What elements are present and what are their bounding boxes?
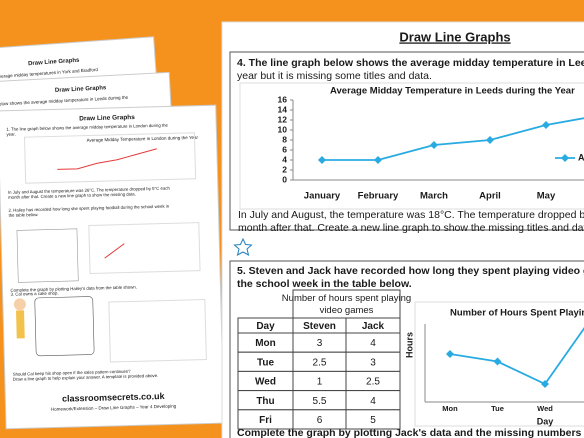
question-text: month after that. Create a new line grap… xyxy=(238,222,584,234)
sheet-text: In July and August the temperature was 2… xyxy=(8,186,171,195)
table-cell-text: 1 xyxy=(317,377,323,388)
sheet-text: 3. Cal owns a cake shop. xyxy=(11,290,59,296)
table-cell-text: 4 xyxy=(370,338,376,349)
sheet-text: below shows the average midday temperatu… xyxy=(0,95,129,107)
mini-table xyxy=(16,228,79,283)
chart-title: Average Midday Temperature in Leeds duri… xyxy=(330,86,575,97)
speech-box xyxy=(34,296,95,357)
mini-chart-title: Average Midday Temperature in London dur… xyxy=(87,135,199,143)
x-tick-label: January xyxy=(304,191,341,202)
chart-frame xyxy=(239,82,584,210)
y-tick-label: 4 xyxy=(282,154,287,164)
table-cell-text: Fri xyxy=(259,415,272,426)
chart-title: Number of Hours Spent Playing Video Game… xyxy=(450,308,584,319)
data-point xyxy=(318,156,326,164)
table-cell xyxy=(345,409,401,430)
question-text: Complete the graph by plotting Jack's da… xyxy=(237,427,584,438)
y-tick-label: 6 xyxy=(282,144,287,154)
data-point xyxy=(541,380,549,388)
sheet-text: Should Cal keep his shop open if the sal… xyxy=(13,369,131,377)
y-tick-label: 8 xyxy=(282,134,287,144)
data-point xyxy=(486,136,494,144)
y-tick-label: 2 xyxy=(282,164,287,174)
question-text: 5. Steven and Jack have recorded how lon… xyxy=(237,265,584,277)
question-box xyxy=(229,260,584,438)
data-line xyxy=(322,117,584,161)
mini-chart-frame xyxy=(108,299,207,363)
mini-chart-frame xyxy=(88,222,201,275)
table-header: Jack xyxy=(362,321,385,332)
table-cell-text: 4 xyxy=(370,396,376,407)
sheet-title: Draw Line Graphs xyxy=(79,114,135,122)
sheet-text: month after that. Create a new line grap… xyxy=(8,191,136,199)
x-axis-label: Day xyxy=(537,416,554,426)
question-text: In July and August, the temperature was … xyxy=(238,209,584,221)
table-cell-text: 2.5 xyxy=(366,377,380,388)
table-cell-text: 3 xyxy=(317,338,323,349)
table-cell-text: 5 xyxy=(370,415,376,426)
y-tick-label: 12 xyxy=(278,114,288,124)
data-point xyxy=(430,141,438,149)
sheet-text: Draw a line graph to help explain your a… xyxy=(13,373,159,382)
sheet-text: year. xyxy=(6,132,15,137)
sheet-text: the table below. xyxy=(8,212,38,218)
table-cell-text: 5.5 xyxy=(313,396,327,407)
character xyxy=(16,310,25,339)
y-tick-label: 16 xyxy=(278,94,288,104)
star-icon xyxy=(233,237,253,256)
y-tick-label: 10 xyxy=(278,124,288,134)
sheet-title: Draw Line Graphs xyxy=(55,85,107,94)
data-point xyxy=(542,121,550,129)
mini-line xyxy=(57,148,157,170)
question-box xyxy=(229,51,584,231)
sheet-title: Draw Line Graphs xyxy=(28,58,80,68)
x-tick-label: May xyxy=(537,191,556,202)
table-cell-text: Mon xyxy=(255,338,276,349)
x-tick-label: Tue xyxy=(491,404,504,413)
worksheet-title: Draw Line Graphs xyxy=(399,29,510,44)
y-tick-label: 14 xyxy=(278,104,288,114)
mini-line xyxy=(104,243,125,259)
table-cell-text: 3 xyxy=(370,357,376,368)
data-point xyxy=(446,350,454,358)
x-tick-label: March xyxy=(420,191,448,202)
table-cell-text: 2.5 xyxy=(313,357,327,368)
table-cell-text: Thu xyxy=(256,396,274,407)
sheet-text: Complete the graph by plotting Hailey's … xyxy=(10,284,137,292)
table-cell-text: Wed xyxy=(255,377,276,388)
x-tick-label: April xyxy=(479,191,501,202)
y-tick-label: 0 xyxy=(282,174,287,184)
x-tick-label: Mon xyxy=(442,404,458,413)
data-line xyxy=(449,327,584,386)
sheet-front: Draw Line Graphs Average Midday Temperat… xyxy=(0,104,225,430)
sheet-text: 2. Hailey has recorded how long she spen… xyxy=(8,204,169,213)
question-text: 4. The line graph below shows the averag… xyxy=(237,57,584,69)
data-point xyxy=(374,156,382,164)
data-point xyxy=(493,357,502,366)
legend-label: Average Temperature xyxy=(578,152,584,162)
table-header-cell xyxy=(292,289,401,319)
table-header: Day xyxy=(256,321,275,332)
legend-marker xyxy=(561,154,569,162)
question-text: the school week in the table below. xyxy=(237,278,412,290)
sheet-text: 1. The line graph below shows the averag… xyxy=(6,123,168,132)
footer: classroomsecrets.co.uk xyxy=(62,391,166,404)
chart-frame xyxy=(414,301,584,427)
sheet xyxy=(0,104,225,430)
question-text: year but it is missing some titles and d… xyxy=(237,70,432,82)
mini-chart-frame xyxy=(23,132,197,184)
x-tick-label: February xyxy=(358,191,399,202)
subfooter: Homework/Extension – Draw Line Graphs – … xyxy=(51,403,177,411)
x-tick-label: Wed xyxy=(537,404,553,413)
table-cell-text: 6 xyxy=(317,415,323,426)
table-cell-text: Tue xyxy=(257,357,274,368)
table-group-header: Number of hours spent playing video games xyxy=(282,293,411,316)
table-header: Steven xyxy=(303,321,336,332)
y-axis-label: Hours xyxy=(404,332,414,358)
character-head xyxy=(13,298,26,311)
